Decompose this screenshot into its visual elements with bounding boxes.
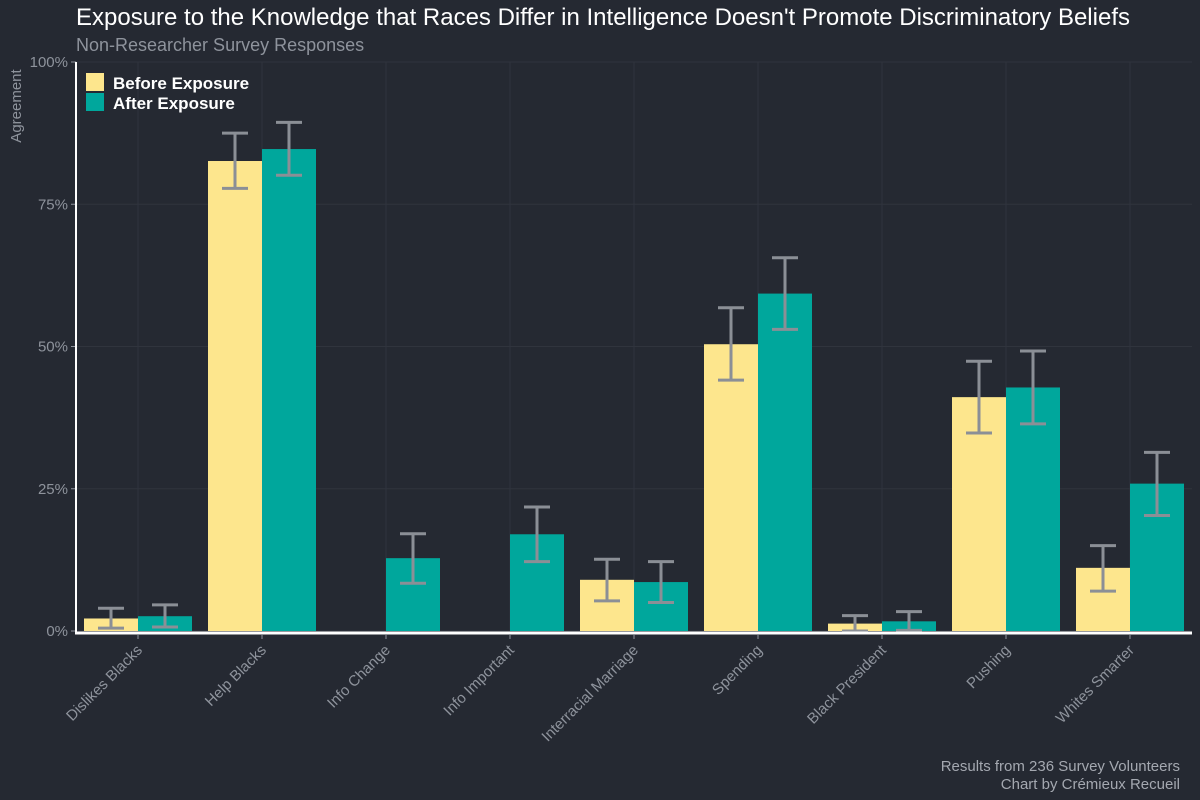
- bar-before: [952, 397, 1006, 631]
- x-category-label: Help Blacks: [202, 642, 270, 710]
- chart-caption: Results from 236 Survey Volunteers Chart…: [941, 758, 1180, 794]
- x-category-label: Spending: [709, 642, 766, 699]
- x-category-label: Pushing: [963, 642, 1013, 692]
- legend-label-before: Before Exposure: [113, 74, 249, 93]
- y-tick-label: 75%: [38, 196, 68, 213]
- legend: Before Exposure After Exposure: [86, 73, 249, 113]
- x-category-label: Info Change: [324, 642, 394, 712]
- legend-swatch-after: [86, 93, 104, 111]
- y-axis-ticks: 0% 25% 50% 75% 100%: [30, 54, 76, 640]
- bar-before: [704, 344, 758, 631]
- legend-swatch-before: [86, 73, 104, 91]
- error-bars: [98, 120, 1170, 633]
- y-tick-label: 0%: [46, 623, 68, 640]
- x-axis-labels: Dislikes Blacks Help Blacks Info Change Inf…: [63, 634, 1138, 745]
- legend-label-after: After Exposure: [113, 94, 235, 113]
- x-category-label: Whites Smarter: [1053, 642, 1138, 727]
- y-tick-label: 50%: [38, 339, 68, 356]
- y-tick-label: 100%: [30, 54, 68, 71]
- chart-subtitle: Non-Researcher Survey Responses: [76, 35, 365, 55]
- y-tick-label: 25%: [38, 481, 68, 498]
- chart-title: Exposure to the Knowledge that Races Dif…: [76, 4, 1130, 31]
- caption-line-source: Results from 236 Survey Volunteers: [940, 758, 1180, 775]
- y-axis-title: Agreement: [8, 68, 25, 142]
- bar-after: [758, 293, 812, 631]
- axes: [75, 62, 1192, 635]
- caption-line-credit: Chart by Crémieux Recueil: [1000, 776, 1180, 793]
- x-category-label: Dislikes Blacks: [63, 642, 146, 725]
- x-category-label: Interracial Marriage: [538, 642, 641, 745]
- bar-after: [1006, 387, 1060, 631]
- bar-after: [262, 149, 316, 631]
- x-category-label: Black President: [804, 641, 890, 727]
- x-category-label: Info Important: [440, 641, 518, 719]
- bar-before: [208, 161, 262, 632]
